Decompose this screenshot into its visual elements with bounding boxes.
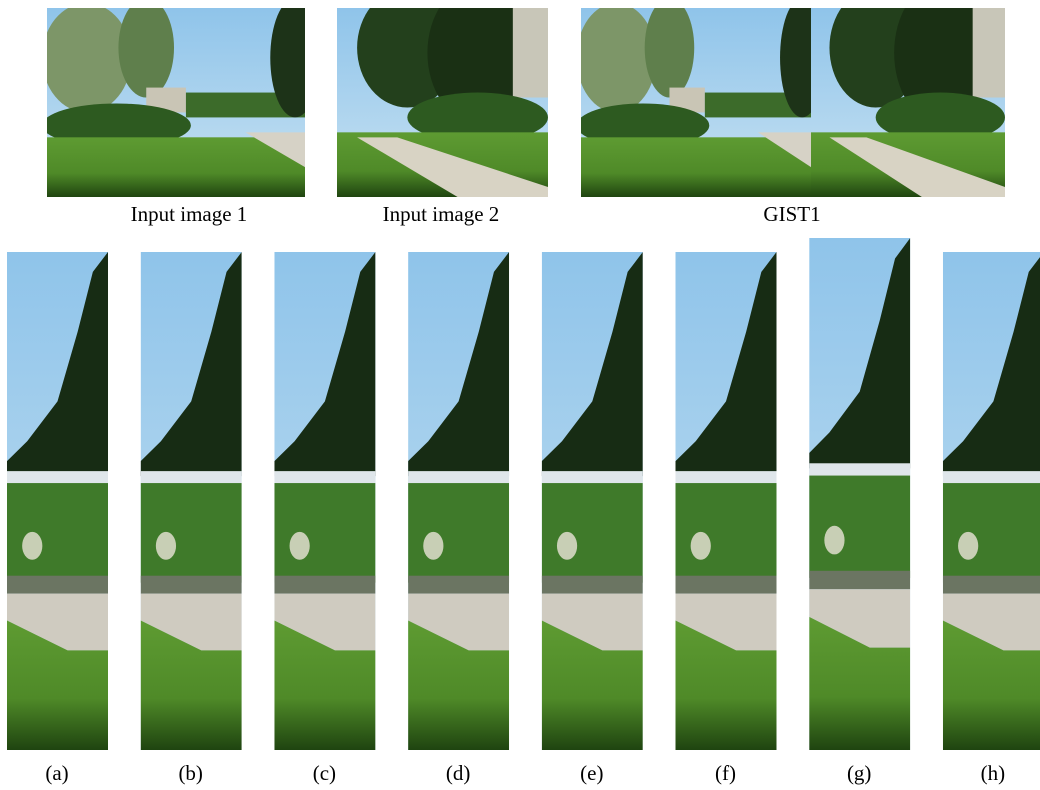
result-strip [274, 252, 375, 750]
result-strip [943, 252, 1040, 750]
gist1-image-left [577, 0, 825, 197]
input-image-1 [42, 0, 320, 197]
subfigure-label: (h) [981, 761, 1006, 785]
figure: Input image 1 Input image 2 GIST1 (a) (b)… [0, 0, 1040, 790]
result-strip [141, 252, 242, 750]
subfigure-label: (b) [178, 761, 203, 785]
input-image-2 [337, 0, 548, 197]
gist1-image-right [811, 0, 1005, 197]
caption: Input image 2 [383, 202, 500, 226]
subfigure-label: (a) [45, 761, 68, 785]
subfigure-label: (c) [313, 761, 336, 785]
result-strip [408, 252, 509, 750]
caption: GIST1 [763, 202, 820, 226]
subfigure-label: (d) [446, 761, 471, 785]
result-strip [809, 238, 910, 750]
result-strip [542, 252, 643, 750]
result-strip [7, 252, 108, 750]
result-strip [676, 252, 777, 750]
caption: Input image 1 [131, 202, 248, 226]
subfigure-label: (e) [580, 761, 603, 785]
subfigure-label: (f) [715, 761, 736, 785]
subfigure-label: (g) [847, 761, 872, 785]
